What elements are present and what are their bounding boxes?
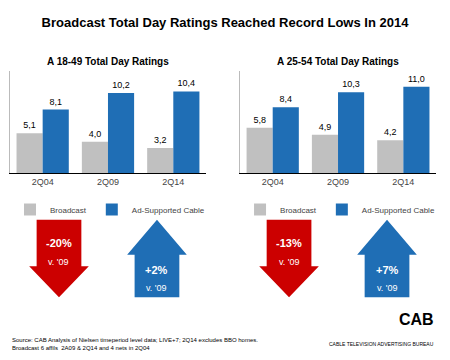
svg-text:8,1: 8,1 (49, 97, 62, 107)
svg-text:Broadcast: Broadcast (280, 206, 317, 215)
svg-text:Ad-Supported Cable: Ad-Supported Cable (132, 206, 205, 215)
svg-text:11,0: 11,0 (408, 74, 425, 84)
svg-text:10,2: 10,2 (112, 80, 130, 90)
svg-text:Source: CAB Analysis of Nielse: Source: CAB Analysis of Nielsen timeperi… (12, 337, 258, 351)
svg-text:v. '09: v. '09 (279, 257, 300, 267)
svg-text:A 25-54 Total Day Ratings: A 25-54 Total Day Ratings (277, 56, 399, 67)
svg-text:Broadcast Total Day Ratings Re: Broadcast Total Day Ratings Reached Reco… (42, 15, 410, 30)
svg-text:4,0: 4,0 (89, 129, 102, 139)
svg-text:10,3: 10,3 (342, 79, 360, 89)
svg-text:A 18-49 Total Day Ratings: A 18-49 Total Day Ratings (47, 56, 169, 67)
svg-text:+2%: +2% (145, 264, 168, 276)
svg-text:CABLE TELEVISION ADVERTISING B: CABLE TELEVISION ADVERTISING BUREAU (329, 341, 434, 347)
svg-text:-13%: -13% (276, 237, 302, 249)
svg-text:+7%: +7% (376, 264, 399, 276)
svg-text:2Q09: 2Q09 (327, 177, 349, 187)
svg-text:Broadcast: Broadcast (50, 206, 87, 215)
svg-text:v. '09: v. '09 (48, 257, 69, 267)
svg-text:CAB: CAB (399, 311, 434, 328)
svg-text:-20%: -20% (46, 237, 72, 249)
svg-text:2Q04: 2Q04 (262, 177, 284, 187)
svg-text:2Q14: 2Q14 (392, 177, 414, 187)
svg-text:2Q14: 2Q14 (162, 177, 184, 187)
svg-text:8,4: 8,4 (280, 94, 293, 104)
svg-text:4,2: 4,2 (384, 127, 397, 137)
svg-text:4,9: 4,9 (319, 122, 332, 132)
svg-text:v. '09: v. '09 (146, 283, 167, 293)
svg-text:5,8: 5,8 (253, 115, 266, 125)
svg-text:v. '09: v. '09 (377, 283, 398, 293)
svg-text:3,2: 3,2 (154, 135, 167, 145)
svg-text:2Q04: 2Q04 (32, 177, 54, 187)
svg-text:2Q09: 2Q09 (97, 177, 119, 187)
svg-text:10,4: 10,4 (178, 78, 196, 88)
svg-text:Ad-Supported Cable: Ad-Supported Cable (362, 206, 435, 215)
svg-text:5,1: 5,1 (23, 120, 36, 130)
